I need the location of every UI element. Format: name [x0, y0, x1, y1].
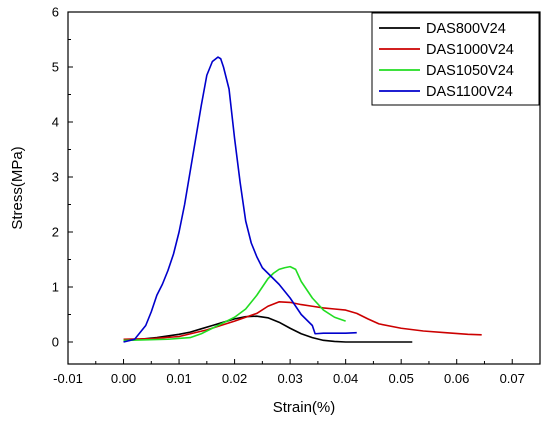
legend-label: DAS1100V24 [426, 84, 513, 100]
y-axis-title: Stress(MPa) [9, 146, 26, 229]
y-tick-label: 0 [52, 335, 59, 350]
series-line [123, 301, 482, 341]
y-tick-label: 5 [52, 60, 59, 75]
y-tick-label: 6 [52, 5, 59, 20]
x-tick-label: 0.01 [166, 371, 191, 386]
x-tick-label: -0.01 [53, 371, 83, 386]
x-tick-label: 0.07 [500, 371, 525, 386]
legend: DAS800V24 DAS1000V24 DAS1050V24 DAS1100V24 [371, 12, 540, 106]
y-tick-label: 2 [52, 225, 59, 240]
series-layer [123, 56, 482, 343]
x-tick-label: 0.03 [277, 371, 302, 386]
series-line [123, 56, 357, 343]
y-tick-label: 1 [52, 280, 59, 295]
x-tick-label: 0.05 [389, 371, 414, 386]
x-axis-title: Strain(%) [273, 399, 336, 416]
y-tick-label: 3 [52, 170, 59, 185]
plot-frame [67, 11, 541, 365]
ticks-layer: -0.01 0.00 0.01 0.02 0.03 0.04 0.05 0.06 0.07 0 1 2… [52, 5, 525, 387]
legend-label: DAS1000V24 [426, 42, 514, 58]
legend-label: DAS1050V24 [426, 63, 514, 79]
x-tick-label: 0.02 [222, 371, 247, 386]
x-tick-label: 0.00 [111, 371, 136, 386]
y-tick-label: 4 [52, 115, 59, 130]
legend-label: DAS800V24 [426, 21, 506, 37]
x-tick-label: 0.06 [444, 371, 469, 386]
x-tick-label: 0.04 [333, 371, 358, 386]
series-line [123, 265, 346, 342]
